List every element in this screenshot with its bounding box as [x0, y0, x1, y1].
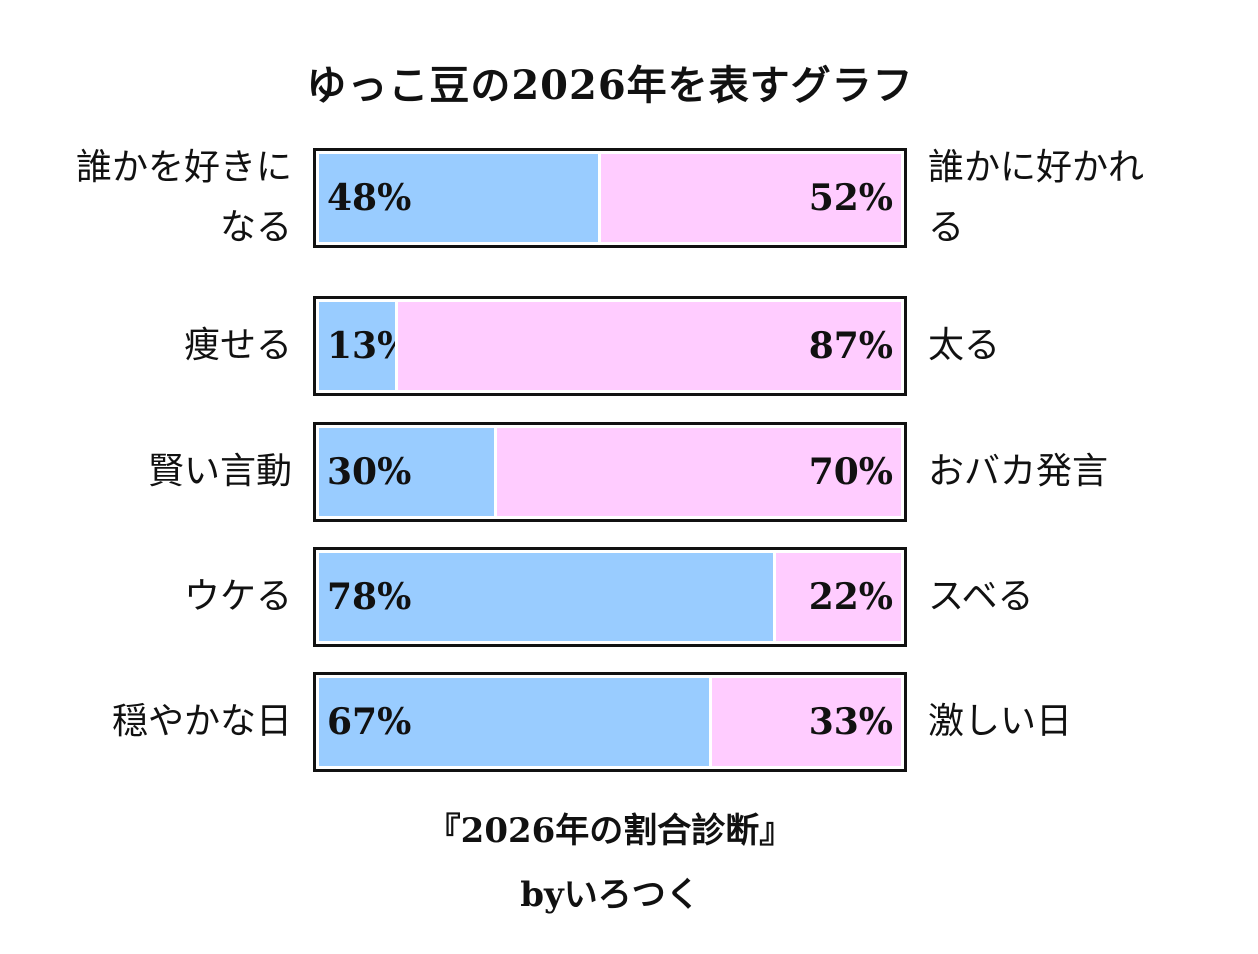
right-category-label: 太る [928, 325, 1001, 366]
bar-row: 誰かを好きに なる 48% 52% 誰かに好かれる [0, 147, 1258, 248]
data-label-right: 22% [808, 576, 893, 618]
bar-segment-left: 13% [319, 302, 411, 390]
bar-segment-left: 67% [319, 678, 709, 766]
bar-segment-right: 22% [772, 553, 901, 641]
bar-segment-right: 33% [708, 678, 901, 766]
bar-segment-left: 48% [319, 154, 599, 242]
right-category-label: 誰かに好かれる [928, 147, 1145, 248]
chart-title: ゆっこ豆の2026年を表すグラフ [306, 62, 914, 109]
left-category-label: 痩せる [183, 325, 292, 366]
left-category-label: 穏やかな日 [111, 701, 292, 742]
bar-segment-right: 52% [598, 154, 901, 242]
bar-frame: 78% 22% [313, 547, 907, 647]
data-label-left: 67% [327, 701, 412, 743]
right-category-label: スベる [928, 576, 1034, 617]
data-label-left: 78% [327, 576, 412, 618]
right-category-label: 激しい日 [928, 701, 1073, 742]
bar-segment-right: 70% [493, 428, 901, 516]
data-label-right: 70% [808, 451, 893, 493]
bar-row: ウケる 78% 22% スベる [0, 547, 1258, 647]
footer-credit: byいろつく [520, 875, 700, 915]
left-category-label: 誰かを好きに なる [75, 147, 292, 248]
bar-row: 穏やかな日 67% 33% 激しい日 [0, 672, 1258, 772]
bar-row: 痩せる 13% 87% 太る [0, 296, 1258, 396]
right-category-label: おバカ発言 [928, 451, 1109, 492]
left-category-label: ウケる [183, 576, 292, 617]
bar-frame: 13% 87% [313, 296, 907, 396]
bar-row: 賢い言動 30% 70% おバカ発言 [0, 422, 1258, 522]
data-label-left: 48% [327, 177, 412, 219]
bar-segment-left: 78% [319, 553, 773, 641]
bar-segment-right: 87% [394, 302, 901, 390]
data-label-right: 33% [808, 701, 893, 743]
bar-frame: 48% 52% [313, 148, 907, 248]
bar-frame: 30% 70% [313, 422, 907, 522]
bar-frame: 67% 33% [313, 672, 907, 772]
footer-title: 『2026年の割合診断』 [426, 811, 794, 851]
data-label-right: 52% [808, 177, 893, 219]
left-category-label: 賢い言動 [147, 451, 292, 492]
data-label-right: 87% [808, 325, 893, 367]
bar-segment-left: 30% [319, 428, 494, 516]
data-label-left: 30% [327, 451, 412, 493]
